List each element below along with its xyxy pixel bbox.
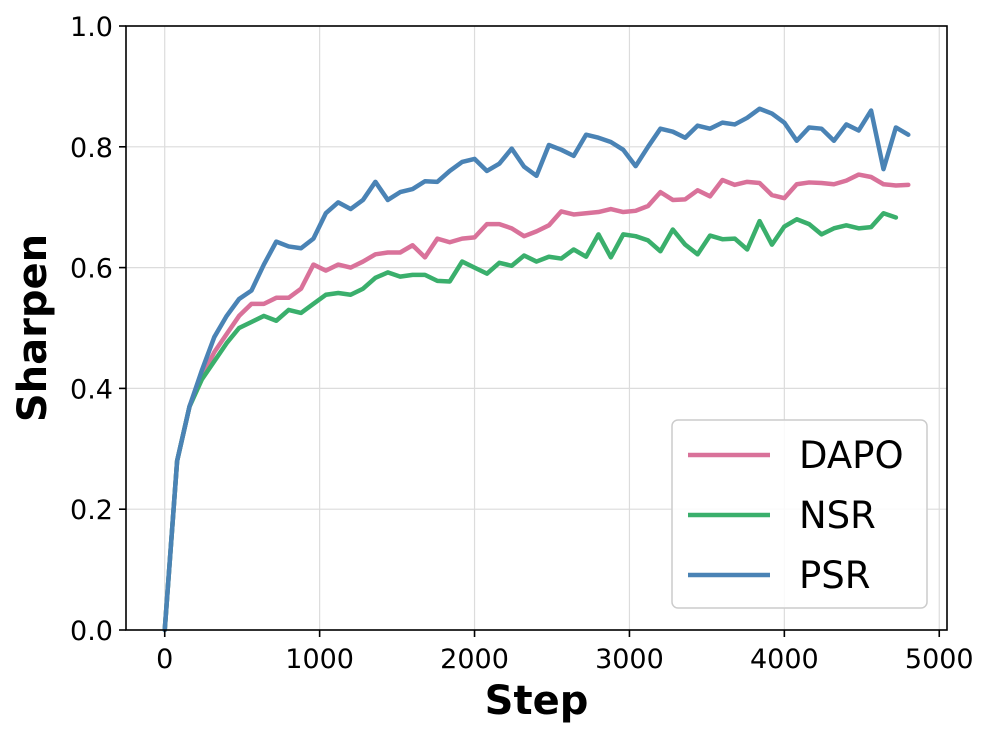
y-tick-label: 0.0: [70, 616, 113, 647]
y-tick-label: 0.2: [70, 495, 113, 526]
series-layer: [162, 106, 911, 633]
legend-label-dapo: DAPO: [799, 434, 904, 477]
x-tick-label: 2000: [440, 644, 509, 675]
y-tick-label: 0.6: [70, 254, 113, 285]
x-tick-label: 1000: [285, 644, 354, 675]
series-line-nsr: [162, 210, 899, 633]
legend-label-psr: PSR: [799, 554, 871, 597]
y-tick-label: 0.8: [70, 133, 113, 164]
x-tick-label: 4000: [750, 644, 819, 675]
x-tick-label: 5000: [905, 644, 974, 675]
plot-frame: [125, 25, 948, 631]
y-tick-label: 0.4: [70, 374, 113, 405]
x-tick-label: 3000: [595, 644, 664, 675]
legend-label-nsr: NSR: [799, 494, 876, 537]
x-axis: 0 1000 2000 3000 4000 5000: [156, 630, 974, 675]
y-tick-label: 1.0: [70, 12, 113, 43]
x-tick-label: 0: [156, 644, 173, 675]
x-axis-label: Step: [485, 678, 589, 724]
series-line-psr: [162, 106, 911, 633]
legend: DAPO NSR PSR: [671, 419, 928, 609]
y-axis-label: Sharpen: [10, 234, 56, 422]
y-axis: 0.0 0.2 0.4 0.6 0.8 1.0: [70, 12, 126, 647]
series-line-dapo: [162, 172, 911, 633]
legend-box: [671, 419, 928, 609]
